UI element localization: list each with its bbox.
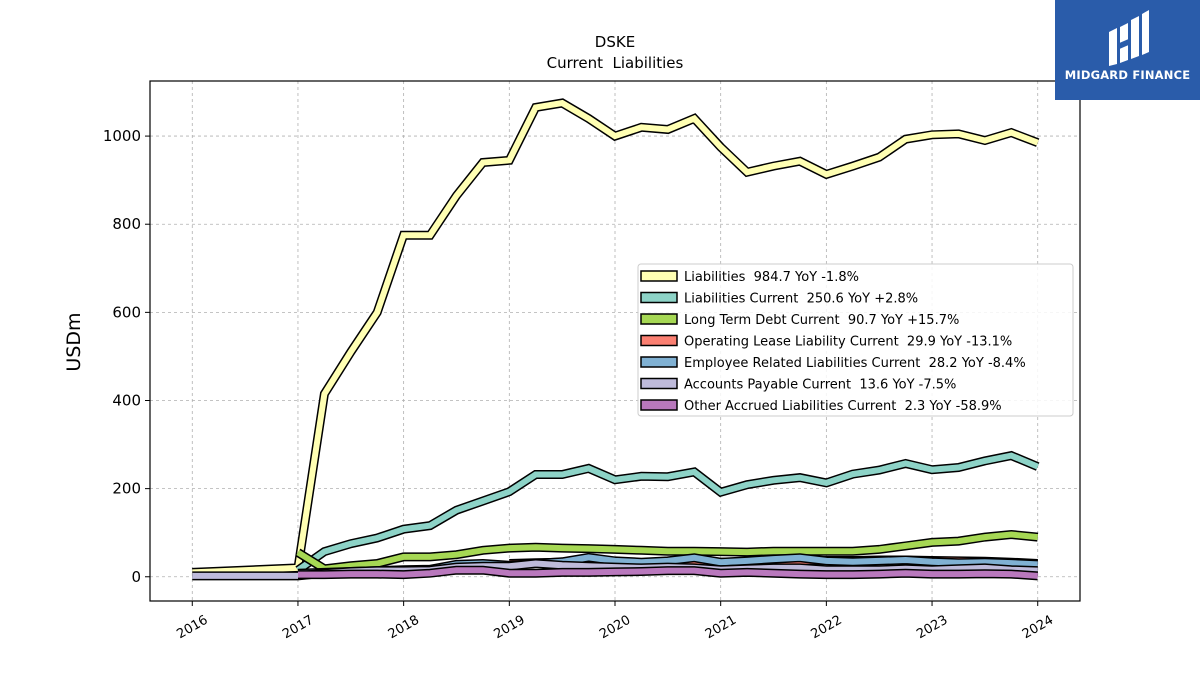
x-tick-label: 2024 — [1020, 613, 1056, 643]
x-tick-label: 2022 — [809, 613, 845, 643]
y-axis-label: USDm — [63, 312, 85, 371]
y-tick-label: 1000 — [103, 127, 141, 145]
x-tick-label: 2021 — [703, 613, 739, 643]
legend-label: Liabilities Current 250.6 YoY +2.8% — [684, 292, 918, 307]
series-line — [298, 567, 1038, 579]
x-tick-label: 2016 — [174, 613, 210, 643]
series-lines — [192, 98, 1040, 581]
series-line — [296, 531, 1038, 572]
midgard-logo-icon — [1109, 10, 1149, 66]
x-tick-label: 2023 — [914, 613, 950, 643]
y-tick-label: 0 — [131, 568, 141, 586]
legend-label: Liabilities 984.7 YoY -1.8% — [684, 270, 859, 285]
legend-swatch — [640, 334, 678, 347]
legend-swatch — [640, 377, 678, 390]
series-line — [296, 452, 1039, 573]
legend-label: Operating Lease Liability Current 29.9 Y… — [684, 335, 1012, 350]
y-tick-label: 800 — [112, 215, 141, 233]
chart-subtitle: Current Liabilities — [547, 54, 684, 72]
legend-swatch — [640, 270, 678, 282]
legend-swatch — [640, 356, 678, 368]
y-tick-label: 600 — [112, 303, 141, 321]
brand-name: MIDGARD FINANCE — [1064, 68, 1191, 82]
legend-box — [637, 263, 1074, 417]
x-tick-label: 2017 — [280, 613, 316, 643]
x-tick-label: 2019 — [491, 613, 527, 643]
brand-logo: MIDGARD FINANCE — [1055, 0, 1200, 100]
x-tick-label: 2020 — [597, 613, 633, 643]
legend: Liabilities 984.7 YoY -1.8% Liabilities C… — [637, 263, 1074, 417]
legend-swatch — [640, 291, 678, 304]
legend-swatch — [640, 313, 678, 325]
legend-label: Long Term Debt Current 90.7 YoY +15.7% — [684, 313, 959, 328]
legend-label: Employee Related Liabilities Current 28.… — [684, 356, 1026, 371]
legend-label: Accounts Payable Current 13.6 YoY -7.5% — [684, 378, 956, 393]
legend-swatch — [640, 399, 678, 411]
y-tick-label: 200 — [112, 480, 141, 498]
series-line — [192, 99, 1039, 576]
y-tick-label: 400 — [112, 391, 141, 409]
x-tick-label: 2018 — [386, 613, 422, 643]
legend-label: Other Accrued Liabilities Current 2.3 Yo… — [684, 399, 1002, 414]
chart-title: DSKE — [595, 33, 635, 51]
